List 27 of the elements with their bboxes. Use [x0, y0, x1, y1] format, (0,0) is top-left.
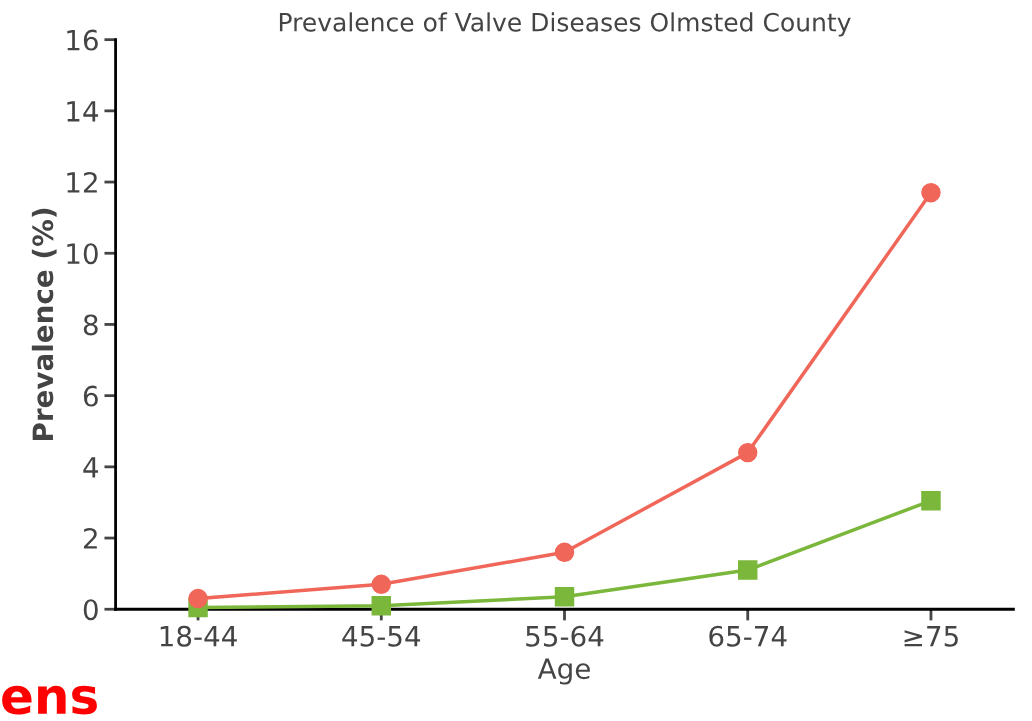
- y-tick-label: 10: [67, 243, 98, 265]
- y-tick-label: 2: [83, 527, 97, 549]
- point: [738, 442, 758, 463]
- y-axis-title: Prevalence (%): [31, 208, 57, 440]
- x-tick-label: 18-44: [160, 625, 237, 647]
- y-tick-label: 6: [83, 385, 98, 407]
- x-tick-label: 55-64: [526, 625, 604, 647]
- x-axis-title: Age: [537, 658, 590, 685]
- y-tick-label: 4: [83, 457, 99, 478]
- text: ens: [2, 685, 97, 715]
- y-tick-label: 0: [83, 599, 98, 621]
- point: [921, 183, 941, 203]
- point: [371, 595, 391, 616]
- y-tick-label: 16: [67, 29, 98, 51]
- point: [738, 560, 758, 580]
- point: [188, 588, 208, 609]
- point: [554, 542, 575, 563]
- y-tick-label: 14: [67, 101, 99, 122]
- point: [371, 574, 391, 595]
- point: [554, 587, 575, 607]
- point: [921, 490, 941, 511]
- chart-title: Prevalence of Valve Diseases Olmsted County: [279, 12, 851, 37]
- y-tick-label: 8: [83, 314, 98, 336]
- x-tick-label: 45-54: [342, 626, 421, 647]
- x-tick-label: 65-74: [709, 625, 787, 647]
- y-tick-label: 12: [67, 171, 97, 193]
- x-tick-label: ≥75: [904, 626, 958, 647]
